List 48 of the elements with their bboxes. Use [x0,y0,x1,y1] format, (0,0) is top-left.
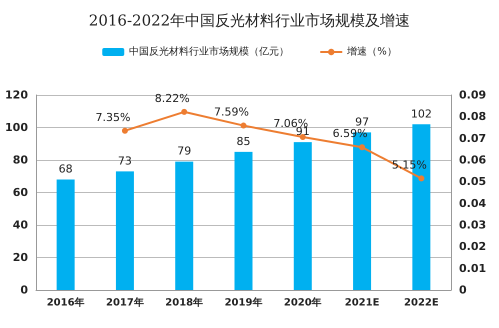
x-tick-label: 2020年 [284,296,322,308]
x-tick-label: 2022E [404,298,439,308]
x-tick-label: 2021E [344,298,380,308]
bar [294,142,312,290]
legend-label: 中国反光材料行业市场规模（亿元） [129,46,290,58]
x-tick-label: 2016年 [46,296,85,308]
point [240,122,246,129]
y-tick-label: 40 [12,218,28,232]
chart-title: 2016-2022年中国反光材料行业市场规模及增速 [88,12,410,30]
y2-tick-label: 0.07 [459,132,486,145]
y-tick-label: 20 [12,251,28,264]
data-label: 85 [236,134,250,148]
point [122,128,128,134]
data-label: 7.35% [95,110,130,124]
y2-tick-label: 0.05 [459,175,486,188]
point [359,144,366,150]
data-label: 7.59% [214,106,249,119]
data-label: 73 [118,154,132,168]
legend-label: 增速（%） [346,46,397,58]
y-tick-label: 80 [12,154,28,166]
data-label: 8.22% [154,92,190,105]
bar [175,162,194,290]
data-label: 97 [355,115,370,128]
bar [234,152,252,290]
x-tick-label: 2018年 [165,296,204,308]
x-tick-label: 2017年 [106,296,144,308]
y2-tick-label: 0.08 [459,110,486,124]
y-tick-label: 100 [5,121,28,134]
bar [116,171,134,290]
y-tick-label: 60 [12,186,28,199]
y-tick-label: 120 [5,88,28,102]
point [418,175,424,182]
data-label: 79 [177,144,192,158]
y2-tick-label: 0.03 [459,218,486,232]
data-label: 6.59% [332,127,368,140]
data-label: 5.15% [392,158,427,172]
data-label: 68 [58,162,73,176]
y2-tick-label: 0.06 [459,154,486,166]
x-tick-label: 2019年 [224,296,262,308]
y2-tick-label: 0.09 [459,88,486,102]
bar [56,180,75,290]
point [181,108,188,115]
y2-tick-label: 0 [459,284,467,296]
y-tick-label: 0 [20,284,28,296]
data-label: 102 [410,107,432,120]
y2-tick-label: 0.02 [459,240,486,254]
y2-tick-label: 0.01 [459,262,486,275]
y2-tick-label: 0.04 [459,196,486,210]
